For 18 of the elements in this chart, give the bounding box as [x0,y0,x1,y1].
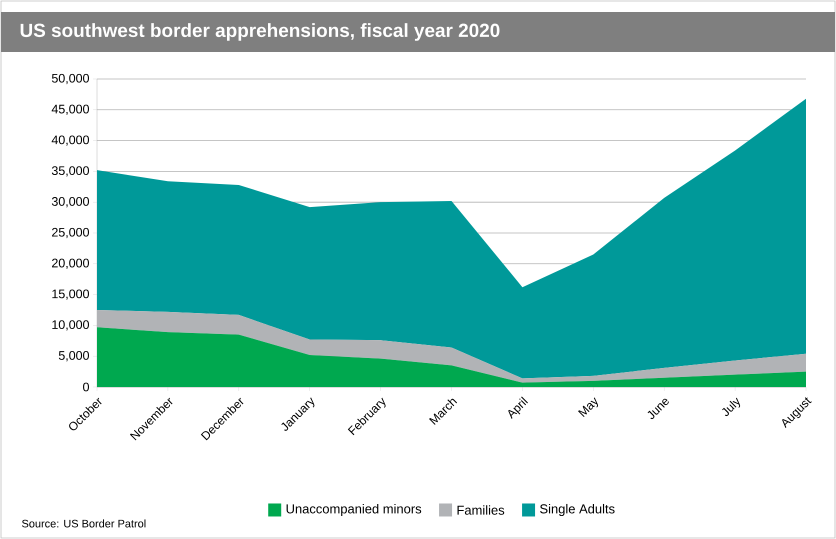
y-tick-label: 40,000 [52,135,89,146]
legend-label: Unaccompanied minors [286,504,422,516]
legend-label: Single Adults [540,504,615,516]
x-tick-label: May [578,397,598,418]
y-tick-label: 25,000 [52,228,89,238]
y-tick-label: 30,000 [52,197,89,208]
y-tick-label: 35,000 [52,166,89,177]
y-tick-label: 5,000 [58,351,89,362]
y-tick-label: 45,000 [52,104,89,115]
y-tick-label: 0 [83,382,89,392]
y-tick-label: 20,000 [52,258,89,269]
y-tick-label: 10,000 [52,320,89,331]
source-note: Source: US Border Patrol [22,519,146,528]
chart-title: US southwest border apprehensions, fiscal year 2020 [20,23,500,41]
legend-label: Families [458,505,504,515]
y-tick-label: 50,000 [52,74,89,84]
x-tick-label: July [722,398,740,416]
y-tick-label: 15,000 [52,289,89,300]
